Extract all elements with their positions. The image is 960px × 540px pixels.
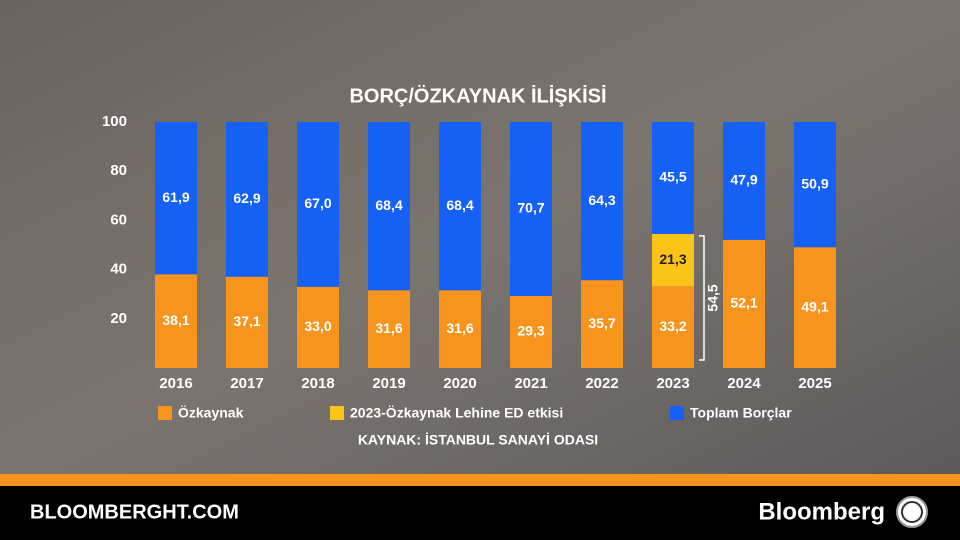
annotation: 54,5 <box>705 284 721 311</box>
data-label: 64,3 <box>588 192 615 208</box>
bar-segment <box>652 122 694 234</box>
bar-segment <box>723 239 765 368</box>
bar-segment <box>439 290 481 368</box>
footer-stripe <box>0 474 960 486</box>
bar-segment <box>794 122 836 248</box>
bar-segment <box>368 122 410 291</box>
y-tick-label: 80 <box>110 162 127 179</box>
x-tick-label: 2024 <box>727 375 761 392</box>
data-label: 52,1 <box>730 295 757 311</box>
y-tick-label: 100 <box>102 113 127 130</box>
data-label: 29,3 <box>517 323 544 339</box>
data-label: 50,9 <box>801 175 828 191</box>
x-tick-label: 2025 <box>798 375 831 392</box>
data-label: 62,9 <box>233 190 260 206</box>
x-tick-label: 2023 <box>656 375 689 392</box>
bar-segment <box>439 122 481 291</box>
bar-segment <box>723 122 765 240</box>
bar-segment <box>155 274 197 368</box>
data-label: 35,7 <box>588 315 615 331</box>
source: KAYNAK: İSTANBUL SANAYİ ODASI <box>358 432 598 448</box>
bar-segment <box>794 247 836 368</box>
bar-segment <box>581 122 623 281</box>
bar-segment <box>297 122 339 287</box>
data-label: 67,0 <box>304 195 331 211</box>
data-label: 68,4 <box>375 197 402 213</box>
bar-segment <box>510 295 552 368</box>
data-label: 38,1 <box>162 312 189 328</box>
bar-segment <box>368 290 410 368</box>
bar-segment <box>226 122 268 277</box>
data-label: 31,6 <box>446 320 473 336</box>
data-label: 49,1 <box>801 298 828 314</box>
bar-segment <box>226 276 268 368</box>
x-tick-label: 2022 <box>585 375 618 392</box>
data-label: 33,0 <box>304 318 331 334</box>
bar-segment <box>510 122 552 296</box>
data-label: 47,9 <box>730 172 757 188</box>
data-label: 31,6 <box>375 320 402 336</box>
x-tick-label: 2019 <box>372 375 405 392</box>
bar-segment <box>652 286 694 368</box>
bar-segment <box>297 286 339 368</box>
x-tick-label: 2021 <box>514 375 547 392</box>
legend-label: Özkaynak <box>178 405 244 421</box>
legend-swatch <box>670 406 684 420</box>
legend-label: 2023-Özkaynak Lehine ED etkisi <box>350 405 563 421</box>
bar-segment <box>652 233 694 287</box>
bracket <box>699 235 705 361</box>
logo-inner <box>901 501 923 523</box>
footer <box>0 486 960 540</box>
data-label: 45,5 <box>659 169 686 185</box>
data-label: 70,7 <box>517 200 544 216</box>
bar-segment <box>155 122 197 275</box>
y-tick-label: 20 <box>110 310 127 327</box>
footer-brand: Bloomberg <box>758 498 885 525</box>
data-label: 21,3 <box>659 251 686 267</box>
x-tick-label: 2017 <box>230 375 263 392</box>
x-tick-label: 2016 <box>159 375 192 392</box>
y-tick-label: 60 <box>110 211 127 228</box>
data-label: 68,4 <box>446 197 473 213</box>
chart-title: BORÇ/ÖZKAYNAK İLİŞKİSİ <box>349 84 606 107</box>
bar-segment <box>581 280 623 368</box>
data-label: 33,2 <box>659 318 686 334</box>
data-label: 37,1 <box>233 313 260 329</box>
footer-site: BLOOMBERGHT.COM <box>30 501 239 523</box>
x-tick-label: 2020 <box>443 375 476 392</box>
legend-swatch <box>158 406 172 420</box>
x-tick-label: 2018 <box>301 375 334 392</box>
data-label: 61,9 <box>162 189 189 205</box>
legend-swatch <box>330 406 344 420</box>
y-tick-label: 40 <box>110 261 127 278</box>
legend-label: Toplam Borçlar <box>690 405 792 421</box>
